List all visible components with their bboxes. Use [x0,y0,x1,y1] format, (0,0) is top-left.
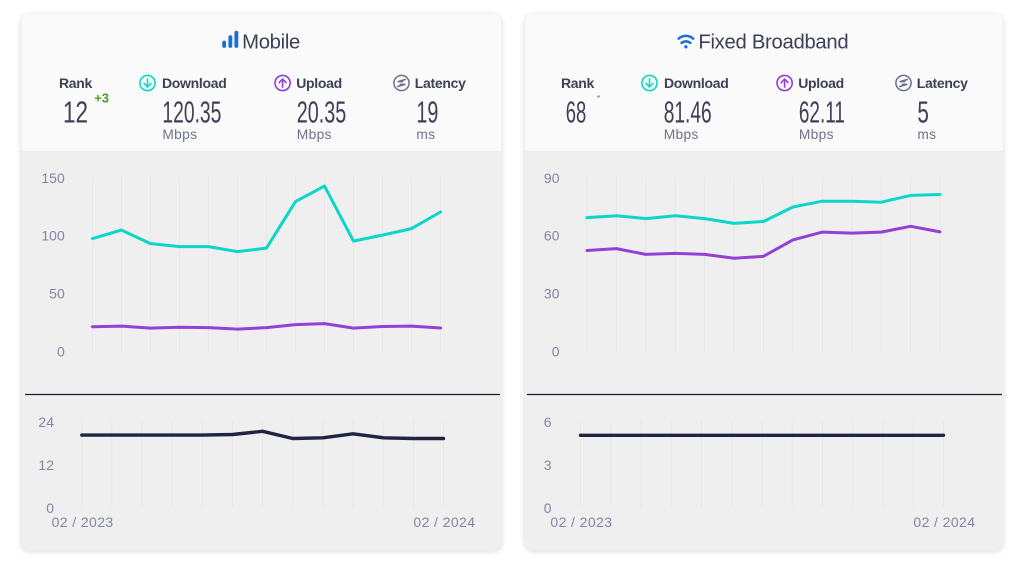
svg-text:150: 150 [41,170,65,186]
svg-text:0: 0 [46,500,54,516]
svg-text:50: 50 [49,286,65,302]
svg-text:90: 90 [544,170,560,186]
svg-text:3: 3 [544,457,552,473]
svg-text:Upload: Upload [296,75,342,91]
svg-text:02 / 2023: 02 / 2023 [550,514,612,530]
svg-text:ms: ms [917,127,936,142]
svg-text:100: 100 [41,228,65,244]
svg-text:12: 12 [38,457,54,473]
svg-text:02 / 2024: 02 / 2024 [413,514,475,530]
svg-text:ms: ms [416,127,435,142]
svg-text:Mbps: Mbps [162,127,197,142]
svg-text:Download: Download [664,75,728,91]
svg-text:68: 68 [566,94,587,129]
svg-text:+3: +3 [94,91,109,106]
svg-text:Rank: Rank [59,75,93,91]
svg-text:Download: Download [162,75,226,91]
svg-text:Latency: Latency [415,75,466,91]
svg-text:Mobile: Mobile [242,31,300,53]
svg-text:Fixed Broadband: Fixed Broadband [698,31,848,53]
svg-text:62.11: 62.11 [799,94,845,129]
svg-text:60: 60 [544,228,560,244]
svg-text:24: 24 [38,414,54,430]
svg-text:5: 5 [917,94,929,129]
svg-text:Latency: Latency [917,75,968,91]
svg-text:12: 12 [63,94,88,129]
svg-text:6: 6 [544,414,552,430]
svg-text:02 / 2024: 02 / 2024 [913,514,975,530]
svg-text:120.35: 120.35 [162,94,221,129]
svg-text:19: 19 [416,94,438,129]
svg-text:30: 30 [544,286,560,302]
svg-text:Mbps: Mbps [297,127,332,142]
svg-text:Upload: Upload [798,75,844,91]
svg-text:0: 0 [57,344,65,360]
svg-text:0: 0 [544,500,552,516]
svg-text:02 / 2023: 02 / 2023 [52,514,114,530]
svg-text:Mbps: Mbps [664,127,699,142]
svg-text:20.35: 20.35 [297,94,347,129]
svg-text:0: 0 [552,344,560,360]
svg-text:81.46: 81.46 [664,94,712,129]
svg-text:Mbps: Mbps [799,127,834,142]
svg-text:Rank: Rank [561,75,595,91]
